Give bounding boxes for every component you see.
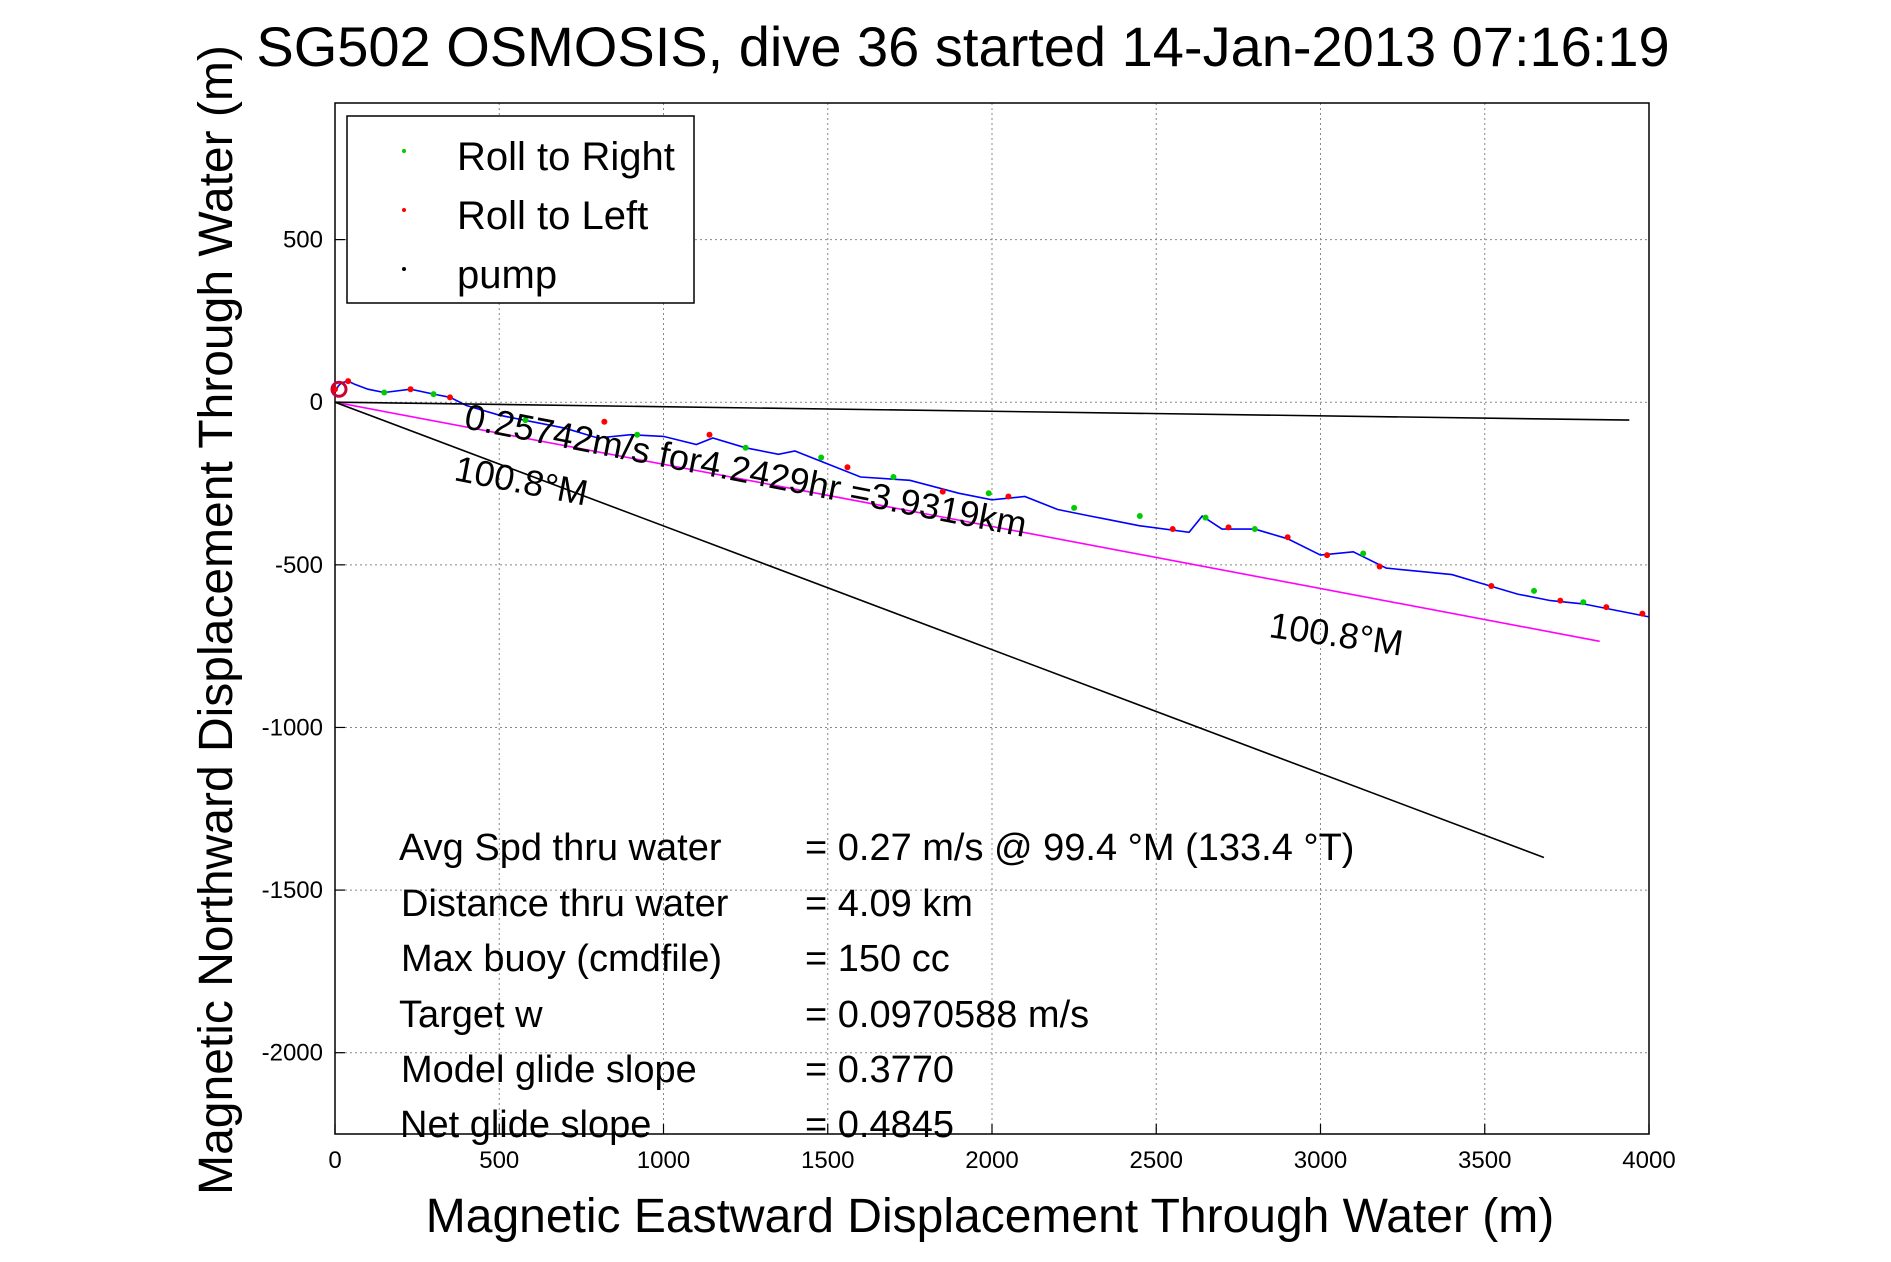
legend: Roll to Right Roll to Left pump xyxy=(346,115,695,304)
stat-label: Model glide slope xyxy=(401,1049,697,1091)
y-tick-label: -1500 xyxy=(262,877,323,904)
y-tick-label: -500 xyxy=(275,552,323,579)
x-axis-label: Magnetic Eastward Displacement Through W… xyxy=(426,1190,1554,1243)
marker-roll-left xyxy=(601,418,608,425)
y-tick-label: 500 xyxy=(283,227,323,254)
marker-roll-right xyxy=(818,454,825,461)
series-line-0 xyxy=(334,380,1650,618)
series-line-2 xyxy=(334,401,1630,421)
marker-roll-left xyxy=(1324,552,1331,559)
stat-value: = 0.4845 xyxy=(805,1104,954,1146)
legend-marker-pump xyxy=(402,267,406,271)
y-tick-labels: 500 0 -500 -1000 -1500 -2000 xyxy=(262,227,323,1067)
legend-marker-roll-right xyxy=(402,149,406,153)
marker-roll-left xyxy=(706,431,713,438)
stat-value: = 150 cc xyxy=(805,938,950,980)
marker-roll-right xyxy=(1580,599,1587,606)
marker-roll-left xyxy=(1005,493,1012,500)
stat-value: = 0.27 m/s @ 99.4 °M (133.4 °T) xyxy=(805,827,1354,869)
x-tick-label: 3000 xyxy=(1294,1147,1347,1174)
series-group xyxy=(334,380,1650,859)
heading-label-a: 100.8°M xyxy=(451,448,591,514)
legend-marker-roll-left xyxy=(402,208,406,212)
stat-label: Max buoy (cmdfile) xyxy=(401,938,722,980)
marker-roll-right xyxy=(1531,587,1538,594)
marker-roll-right xyxy=(890,474,897,481)
marker-roll-left xyxy=(1557,597,1564,604)
stat-value: = 0.0970588 m/s xyxy=(805,994,1089,1036)
start-point-marker xyxy=(330,380,348,398)
marker-roll-left xyxy=(446,394,453,401)
marker-roll-left xyxy=(407,386,414,393)
x-tick-label: 3500 xyxy=(1458,1147,1511,1174)
marker-roll-right xyxy=(1136,513,1143,520)
x-tick-label: 1500 xyxy=(801,1147,854,1174)
chart-title: SG502 OSMOSIS, dive 36 started 14-Jan-20… xyxy=(256,15,1669,78)
x-tick-label: 4000 xyxy=(1622,1147,1675,1174)
marker-roll-right xyxy=(634,431,641,438)
marker-roll-left xyxy=(1284,534,1291,541)
legend-label-roll-left: Roll to Left xyxy=(457,194,648,238)
stats-block: Avg Spd thru water = 0.27 m/s @ 99.4 °M … xyxy=(399,827,1354,1146)
y-tick-label: 0 xyxy=(310,389,323,416)
stat-label: Target w xyxy=(399,994,543,1036)
marker-roll-right xyxy=(1071,504,1078,511)
legend-label-pump: pump xyxy=(457,253,557,297)
marker-roll-right xyxy=(742,444,749,451)
x-tick-label: 2500 xyxy=(1130,1147,1183,1174)
marker-roll-left xyxy=(1603,604,1610,611)
marker-roll-right xyxy=(522,417,529,424)
x-tick-label: 0 xyxy=(328,1147,341,1174)
stat-label: Avg Spd thru water xyxy=(399,827,722,869)
stat-value: = 4.09 km xyxy=(805,883,973,925)
series-line-3 xyxy=(334,401,1545,859)
marker-roll-right xyxy=(1360,550,1367,557)
marker-roll-left xyxy=(1639,610,1646,617)
stat-value: = 0.3770 xyxy=(805,1049,954,1091)
y-tick-label: -2000 xyxy=(262,1040,323,1067)
marker-roll-left xyxy=(1169,526,1176,533)
marker-roll-right xyxy=(1251,526,1258,533)
marker-roll-left xyxy=(1488,582,1495,589)
stat-label: Net glide slope xyxy=(400,1104,651,1146)
marker-roll-left xyxy=(345,378,352,385)
series-line-1 xyxy=(334,401,1600,643)
marker-roll-right xyxy=(430,391,437,398)
marker-roll-left xyxy=(939,488,946,495)
x-tick-label: 1000 xyxy=(637,1147,690,1174)
x-tick-labels: 0 500 1000 1500 2000 2500 3000 3500 4000 xyxy=(328,1147,1675,1174)
y-tick-label: -1000 xyxy=(262,714,323,741)
marker-roll-left xyxy=(844,464,851,471)
marker-roll-right xyxy=(985,490,992,497)
heading-label-b: 100.8°M xyxy=(1267,604,1406,663)
stat-label: Distance thru water xyxy=(401,883,729,925)
legend-label-roll-right: Roll to Right xyxy=(457,135,675,179)
marker-roll-right xyxy=(381,389,388,396)
marker-roll-left xyxy=(1225,524,1232,531)
plot-area-frame xyxy=(334,102,1650,1135)
x-tick-label: 2000 xyxy=(965,1147,1018,1174)
marker-group xyxy=(330,378,1646,617)
x-tick-label: 500 xyxy=(479,1147,519,1174)
y-axis-label: Magnetic Northward Displacement Through … xyxy=(190,45,243,1195)
marker-roll-right xyxy=(1202,514,1209,521)
marker-roll-left xyxy=(1376,563,1383,570)
